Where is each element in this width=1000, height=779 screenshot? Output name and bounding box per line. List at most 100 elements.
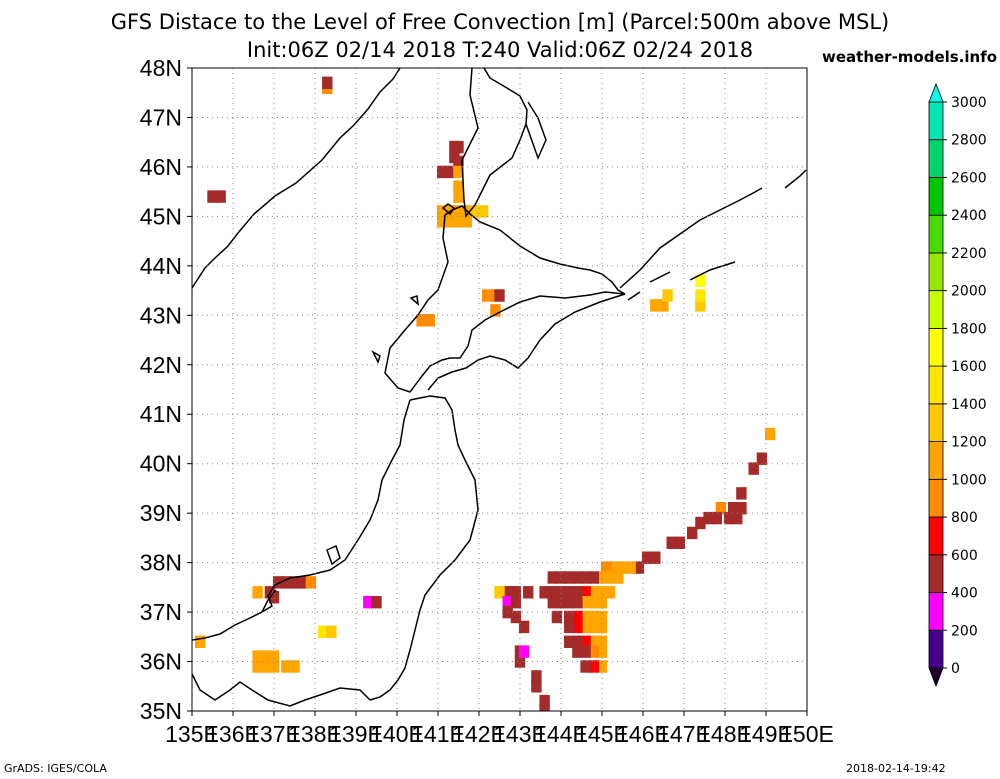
data-cell [605, 571, 616, 584]
data-cell [371, 596, 382, 609]
data-cell [268, 591, 280, 604]
y-axis: 35N 36N 37N 38N 39N 40N 41N 42N 43N 44N 45N 46N 47N 4… [140, 55, 192, 724]
plot-frame [191, 67, 808, 712]
data-cell [539, 694, 550, 708]
data-cell [490, 304, 501, 317]
data-cell [289, 660, 300, 673]
data-cell [596, 571, 608, 584]
x-tick-label: 135E [165, 721, 219, 747]
x-tick-label: 144E [534, 721, 588, 747]
data-cell [436, 205, 448, 218]
coast-kuril-islands [627, 271, 671, 301]
data-cell [609, 561, 620, 574]
data-cell [695, 274, 706, 287]
colorbar-tick-label: 1600 [951, 359, 987, 375]
data-cell [252, 650, 263, 663]
data-cell [531, 670, 542, 683]
data-cell [596, 586, 608, 599]
data-cell [436, 215, 448, 228]
data-cell [588, 660, 599, 673]
grid-lines [192, 68, 807, 711]
data-cell [572, 610, 583, 624]
data-cell [502, 596, 513, 609]
data-cell [703, 511, 714, 525]
colorbar-segment [928, 365, 944, 405]
data-cell [494, 289, 505, 302]
colorbar-segment [928, 327, 944, 367]
data-cell [580, 596, 591, 609]
data-cell [436, 165, 448, 179]
colorbar-segment [928, 554, 944, 593]
coast-okushiri [409, 294, 419, 306]
coastline-map [192, 68, 807, 707]
data-cell [453, 215, 464, 228]
coast-hokkaido [384, 205, 626, 393]
footer-timestamp: 2018-02-14-19:42 [846, 762, 946, 775]
data-cell [363, 596, 374, 609]
colorbar-tick-label: 600 [951, 548, 978, 564]
data-cell [641, 551, 653, 564]
x-tick-label: 140E [370, 721, 424, 747]
data-cell [580, 635, 591, 648]
colorbar-tick-label: 1000 [951, 472, 987, 488]
colorbar-segment [928, 592, 944, 631]
y-tick-label: 35N [140, 698, 182, 724]
colorbar-segment [928, 516, 944, 556]
data-cell [281, 576, 292, 589]
data-cell [596, 610, 608, 624]
colorbar-tick-label: 0 [951, 661, 960, 677]
footer-software: GrADS: IGES/COLA [4, 762, 107, 775]
data-cell [260, 660, 271, 673]
data-cell [531, 680, 542, 693]
x-tick-label: 148E [698, 721, 752, 747]
coast-oshima [371, 350, 381, 364]
data-cell [580, 586, 591, 599]
data-cell [207, 190, 218, 203]
data-cell [736, 487, 747, 500]
data-cell [695, 299, 706, 312]
data-cell [268, 650, 280, 663]
x-tick-label: 139E [329, 721, 383, 747]
data-cell [572, 620, 583, 634]
y-tick-label: 43N [140, 302, 182, 328]
data-cell [195, 635, 206, 648]
data-cell [596, 660, 608, 673]
coast-honshu-north [192, 395, 479, 701]
y-tick-label: 42N [140, 352, 182, 378]
data-cell [555, 571, 567, 584]
data-cell [518, 645, 530, 658]
data-cell [617, 561, 628, 574]
data-cell [572, 571, 583, 584]
data-cell [555, 586, 567, 599]
data-cell [281, 660, 292, 673]
data-cell [268, 660, 280, 673]
colorbar-segment [928, 101, 944, 141]
x-tick-label: 138E [288, 721, 342, 747]
data-cell [461, 215, 472, 228]
data-cell [736, 502, 747, 515]
colorbar-tick-label: 2200 [951, 246, 987, 262]
data-cell [748, 462, 759, 475]
data-cell [580, 610, 591, 624]
colorbar-tick-label: 1800 [951, 321, 987, 337]
data-cell [453, 180, 464, 193]
data-cell [572, 596, 583, 609]
data-cell [551, 610, 563, 624]
data-cell [260, 650, 271, 663]
data-cell [510, 610, 522, 624]
y-tick-label: 46N [140, 154, 182, 180]
y-tick-label: 39N [140, 500, 182, 526]
x-tick-label: 137E [247, 721, 301, 747]
data-cell [728, 502, 739, 515]
coast-honshu-south [192, 673, 371, 707]
data-cell [305, 576, 317, 589]
data-cell [662, 289, 673, 302]
colorbar-tick-label: 2400 [951, 208, 987, 224]
x-tick-label: 143E [493, 721, 547, 747]
data-cell [674, 536, 686, 549]
coast-islands-ne [689, 169, 807, 281]
data-cell [453, 165, 464, 179]
data-cell [580, 571, 591, 584]
colorbar-tick-label: 1200 [951, 435, 987, 451]
data-cell [588, 635, 599, 648]
